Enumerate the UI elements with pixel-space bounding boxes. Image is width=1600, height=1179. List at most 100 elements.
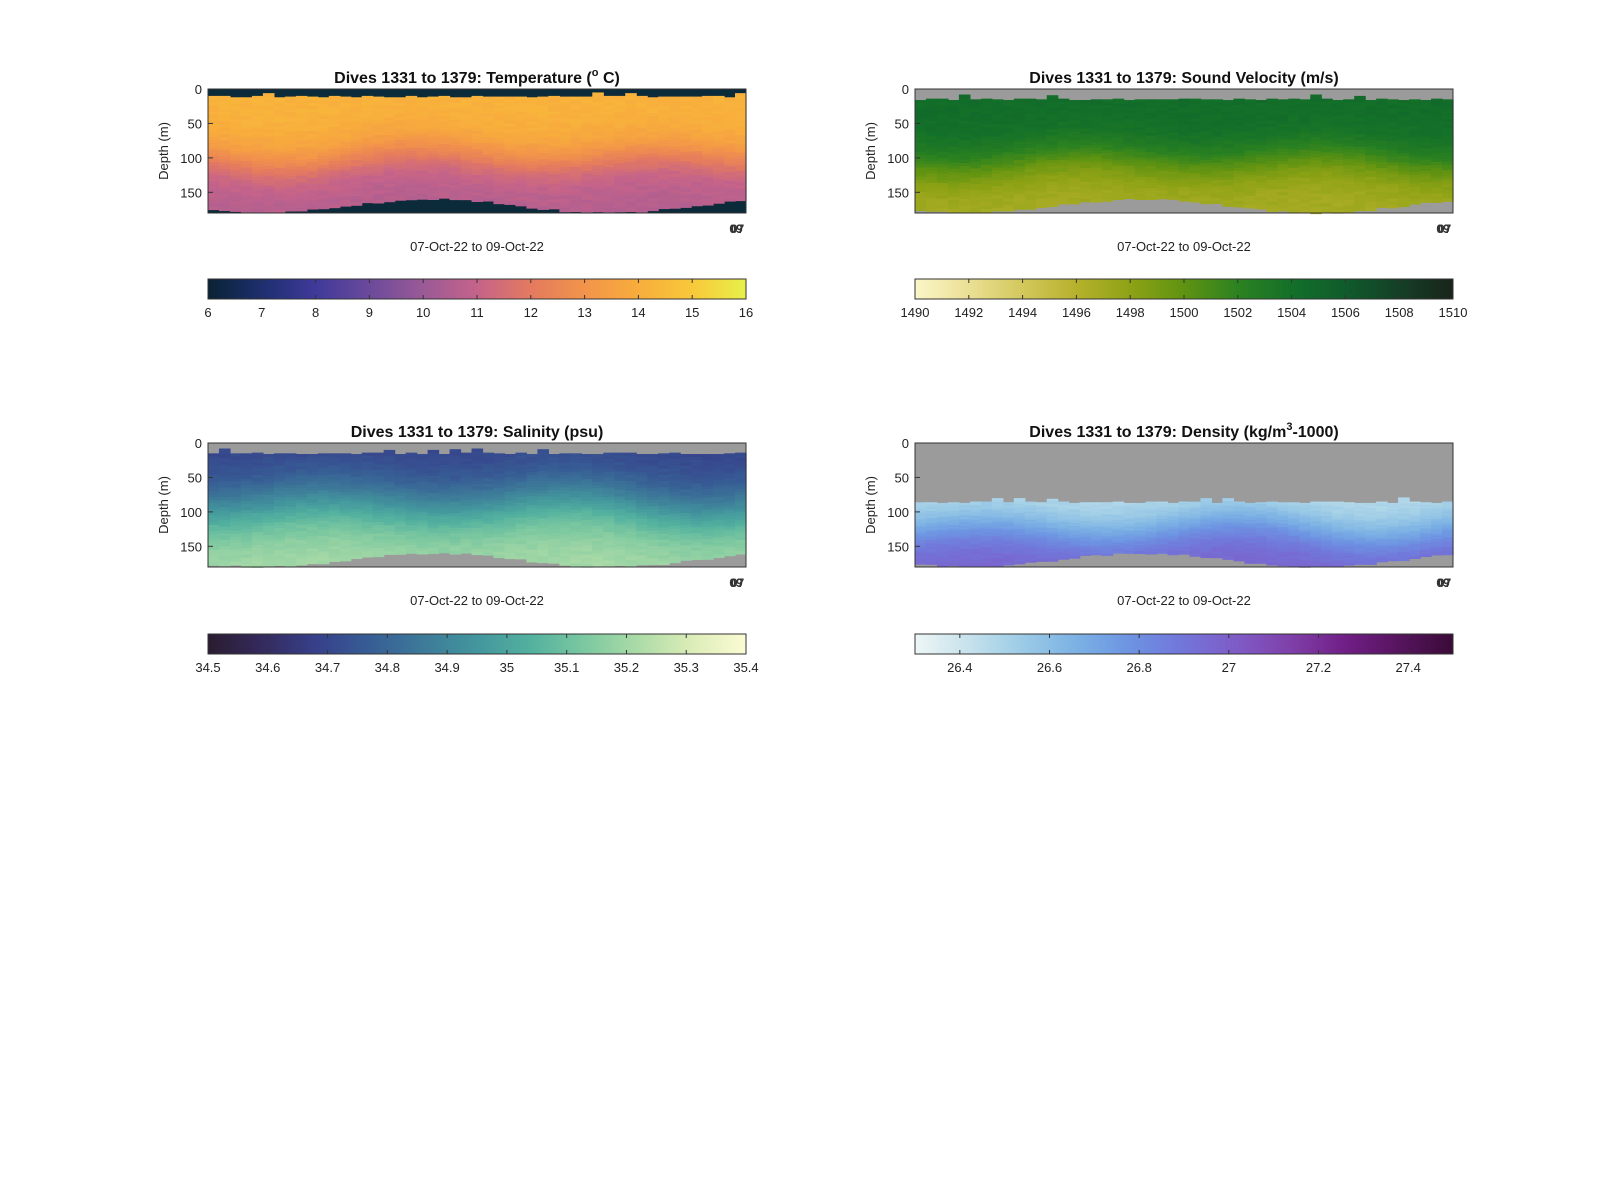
heatmap-cell [1068, 197, 1081, 202]
heatmap-cell [339, 199, 352, 204]
heatmap-cell [208, 105, 220, 110]
heatmap-cell [317, 103, 330, 108]
heatmap-cell [1409, 148, 1421, 153]
heatmap-cell [1266, 101, 1278, 106]
heatmap-cell [537, 190, 549, 195]
colorbar-tick-label: 1506 [1331, 305, 1360, 320]
heatmap-cell [317, 143, 330, 148]
heatmap-cell [482, 157, 495, 161]
heatmap-cell [1332, 172, 1344, 176]
heatmap-cell [493, 545, 506, 550]
heatmap-cell [1244, 147, 1256, 152]
heatmap-cell [592, 125, 604, 130]
heatmap-cell [350, 199, 363, 203]
heatmap-cell [438, 161, 451, 165]
heatmap-cell [1431, 101, 1443, 105]
heatmap-cell [208, 143, 220, 147]
heatmap-cell [614, 176, 626, 181]
heatmap-cell [262, 556, 275, 561]
heatmap-cell [592, 185, 604, 189]
heatmap-cell [1024, 169, 1037, 173]
heatmap-cell [317, 196, 330, 200]
heatmap-cell [317, 174, 330, 179]
heatmap-cell [1178, 112, 1191, 117]
heatmap-cell [1068, 180, 1081, 185]
heatmap-cell [361, 187, 374, 192]
heatmap-cell [273, 524, 286, 529]
heatmap-cell [548, 526, 560, 531]
heatmap-cell [251, 125, 264, 129]
heatmap-cell [251, 509, 264, 514]
heatmap-cell [1244, 141, 1256, 146]
heatmap-cell [625, 204, 637, 209]
heatmap-cell [559, 122, 571, 126]
heatmap-cell [581, 177, 593, 182]
heatmap-cell [991, 179, 1004, 184]
chart-title: Dives 1331 to 1379: Salinity (psu) [351, 424, 604, 441]
heatmap-cell [669, 155, 681, 160]
heatmap-cell [1002, 164, 1015, 169]
heatmap-cell [328, 510, 341, 514]
heatmap-cell [559, 138, 571, 142]
colorbar-tick-label: 1492 [954, 305, 983, 320]
heatmap-cell [1299, 140, 1311, 145]
heatmap-cell [526, 540, 538, 545]
heatmap-cell [658, 199, 670, 203]
heatmap-cell [328, 453, 341, 457]
heatmap-cell [471, 154, 484, 159]
heatmap-cell [1024, 117, 1037, 121]
heatmap-cell [1002, 192, 1015, 197]
heatmap-cell [339, 126, 352, 131]
heatmap-cell [1145, 163, 1158, 167]
heatmap-cell [1178, 104, 1191, 108]
heatmap-cell [1431, 130, 1443, 134]
heatmap-cell [1046, 187, 1059, 192]
heatmap-cell [1431, 107, 1443, 111]
heatmap-cell [306, 152, 319, 157]
x-end-tick-label: 07 [731, 222, 745, 236]
heatmap-cell [526, 158, 538, 163]
heatmap-cell [306, 190, 319, 194]
heatmap-cell [515, 126, 528, 131]
heatmap-cell [1277, 164, 1289, 169]
heatmap-cell [1398, 117, 1410, 122]
heatmap-cell [581, 457, 593, 461]
heatmap-cell [427, 130, 440, 135]
y-tick-label: 0 [195, 82, 202, 97]
heatmap-cell [1310, 193, 1322, 198]
heatmap-cell [350, 546, 363, 551]
heatmap-cell [559, 115, 571, 120]
heatmap-cell [735, 140, 747, 145]
heatmap-cell [526, 164, 538, 169]
heatmap-cell [691, 148, 703, 152]
heatmap-cell [449, 171, 462, 175]
heatmap-cell [295, 454, 308, 458]
heatmap-cell [218, 523, 231, 528]
heatmap-cell [240, 119, 253, 124]
heatmap-cell [295, 166, 308, 170]
heatmap-cell [482, 105, 495, 109]
heatmap-cell [1288, 167, 1300, 172]
heatmap-cell [1002, 170, 1015, 175]
heatmap-cell [394, 526, 407, 530]
heatmap-cell [991, 164, 1004, 169]
heatmap-cell [658, 164, 670, 169]
heatmap-cell [328, 477, 341, 481]
heatmap-cell [1013, 126, 1026, 130]
heatmap-cell [592, 454, 604, 458]
heatmap-cell [570, 157, 582, 161]
heatmap-cell [724, 111, 736, 116]
heatmap-cell [1376, 189, 1388, 193]
heatmap-cell [1398, 123, 1410, 128]
heatmap-cell [1310, 200, 1322, 205]
heatmap-cell [1431, 113, 1443, 117]
heatmap-cell [208, 555, 220, 560]
heatmap-cell [218, 200, 231, 205]
heatmap-cell [1343, 162, 1355, 166]
heatmap-cell [570, 528, 582, 533]
heatmap-cell [383, 105, 396, 110]
heatmap-cell [416, 528, 429, 533]
heatmap-cell [295, 549, 308, 554]
heatmap-cell [515, 496, 528, 501]
heatmap-cell [350, 139, 363, 143]
